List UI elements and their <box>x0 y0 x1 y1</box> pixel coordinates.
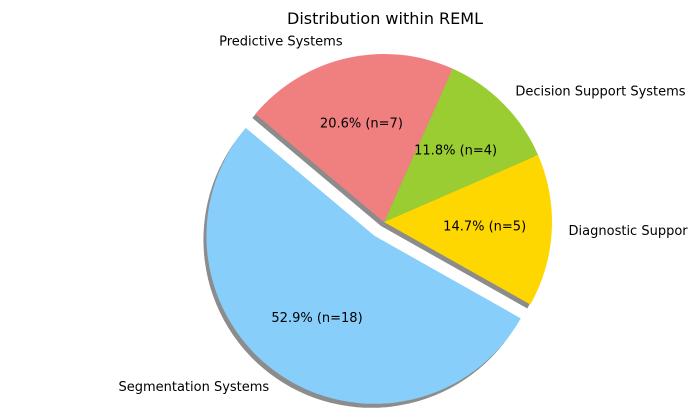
pie-slice <box>206 127 521 404</box>
slice-label: Predictive Systems <box>219 34 343 49</box>
pie-slice <box>384 68 539 222</box>
slice-percent-label: 14.7% (n=5) <box>443 220 526 235</box>
pie-slice <box>255 53 453 223</box>
chart-title: Distribution within REML <box>287 9 483 28</box>
pie-slices <box>206 53 552 404</box>
slice-label: Decision Support Systems <box>515 84 685 99</box>
slice-labels: Segmentation Systems 52.9% (n=18) Diagnost… <box>118 34 688 395</box>
slice-percent-label: 52.9% (n=18) <box>271 311 362 326</box>
slice-percent-label: 11.8% (n=4) <box>414 144 497 159</box>
slice-label: Diagnostic Support Systems <box>569 224 688 239</box>
slice-label: Segmentation Systems <box>118 380 269 395</box>
pie-slice <box>384 154 552 305</box>
slice-percent-label: 20.6% (n=7) <box>320 116 403 131</box>
